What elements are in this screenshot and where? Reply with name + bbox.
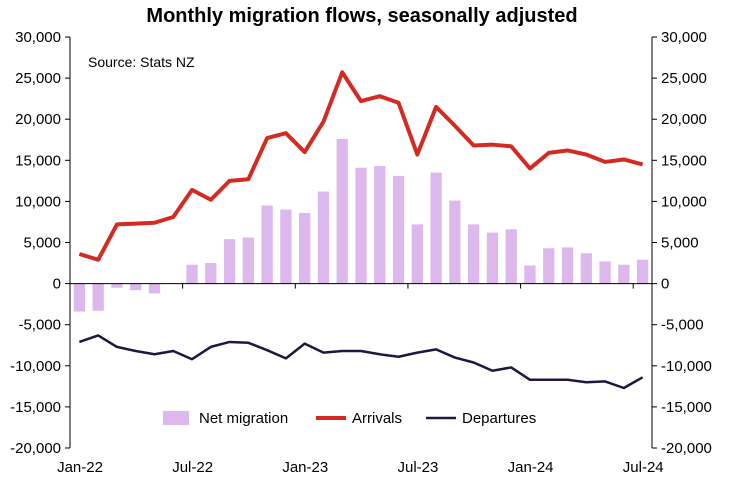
x-tick-label: Jan-23 xyxy=(282,459,328,476)
legend-departures-label: Departures xyxy=(462,410,536,427)
net-migration-bar xyxy=(411,224,423,284)
legend-arrivals-label: Arrivals xyxy=(352,410,402,427)
y-tick-label-right: 10,000 xyxy=(661,193,707,210)
net-migration-bar xyxy=(299,212,311,284)
y-tick-label-left: 5,000 xyxy=(23,235,61,252)
y-tick-label-left: 10,000 xyxy=(15,193,61,210)
y-tick-label-right: 20,000 xyxy=(661,111,707,128)
net-migration-bar xyxy=(317,191,330,284)
y-tick-label-left: 20,000 xyxy=(15,111,61,128)
y-tick-label-right: -5,000 xyxy=(661,317,704,334)
y-tick-label-right: 15,000 xyxy=(661,152,707,169)
net-migration-bar xyxy=(336,138,348,284)
net-migration-bar xyxy=(73,283,86,312)
y-tick-label-right: -20,000 xyxy=(661,440,712,457)
chart-source: Source: Stats NZ xyxy=(88,54,195,70)
y-tick-label-left: -5,000 xyxy=(18,317,61,334)
net-migration-bar xyxy=(374,166,386,284)
x-tick-label: Jan-22 xyxy=(57,459,103,476)
net-migration-bar xyxy=(223,239,236,284)
net-migration-bar xyxy=(618,264,630,284)
net-migration-bar xyxy=(468,224,480,284)
net-migration-bar xyxy=(148,283,161,294)
arrivals-line xyxy=(78,70,644,262)
y-tick-label-left: 15,000 xyxy=(15,152,61,169)
net-migration-bar xyxy=(261,205,273,284)
y-tick-label-right: 25,000 xyxy=(661,70,707,87)
net-migration-bar xyxy=(186,264,198,284)
y-tick-label-right: -10,000 xyxy=(661,358,712,375)
net-migration-bar xyxy=(392,175,405,284)
net-migration-bar xyxy=(599,261,611,284)
net-migration-bar xyxy=(486,232,499,284)
departures-line xyxy=(78,334,644,390)
net-migration-bar xyxy=(561,247,574,284)
net-migration-bar xyxy=(92,283,104,311)
legend: Net migration Arrivals Departures xyxy=(163,410,536,427)
net-migration-bar xyxy=(242,237,254,284)
y-tick-label-left: -10,000 xyxy=(10,358,61,375)
x-tick-label: Jul-22 xyxy=(172,459,213,476)
y-tick-label-right: 0 xyxy=(661,276,669,293)
x-tick-label: Jan-24 xyxy=(508,459,554,476)
y-tick-label-right: 5,000 xyxy=(661,235,699,252)
net-migration-bar xyxy=(205,263,217,284)
y-tick-label-right: -15,000 xyxy=(661,399,712,416)
x-tick-label: Jul-23 xyxy=(398,459,439,476)
axes: 30,000 30,000 25,000 25,000 20,000 20,000 15,0… xyxy=(10,29,712,476)
chart-title: Monthly migration flows, seasonally adju… xyxy=(146,5,577,27)
y-tick-label-right: 30,000 xyxy=(661,29,707,46)
net-migration-bar xyxy=(505,229,517,284)
y-tick-label-left: 30,000 xyxy=(15,29,61,46)
net-migration-bars xyxy=(73,138,649,312)
net-migration-bar xyxy=(524,265,536,284)
net-migration-bar xyxy=(130,283,142,291)
net-migration-bar xyxy=(449,200,461,284)
net-migration-bar xyxy=(636,259,649,284)
y-tick-label-left: -20,000 xyxy=(10,440,61,457)
legend-net-migration-swatch xyxy=(163,411,189,425)
y-tick-label-left: -15,000 xyxy=(10,399,61,416)
legend-net-migration-label: Net migration xyxy=(199,410,288,427)
x-tick-label: Jul-24 xyxy=(623,459,664,476)
y-tick-label-left: 25,000 xyxy=(15,70,61,87)
net-migration-bar xyxy=(580,253,592,284)
net-migration-bar xyxy=(543,248,555,284)
net-migration-bar xyxy=(430,172,442,284)
series-lines xyxy=(78,70,644,390)
net-migration-bar xyxy=(280,209,292,284)
y-tick-label-left: 0 xyxy=(53,276,61,293)
net-migration-bar xyxy=(111,283,123,288)
net-migration-bar xyxy=(355,167,367,284)
